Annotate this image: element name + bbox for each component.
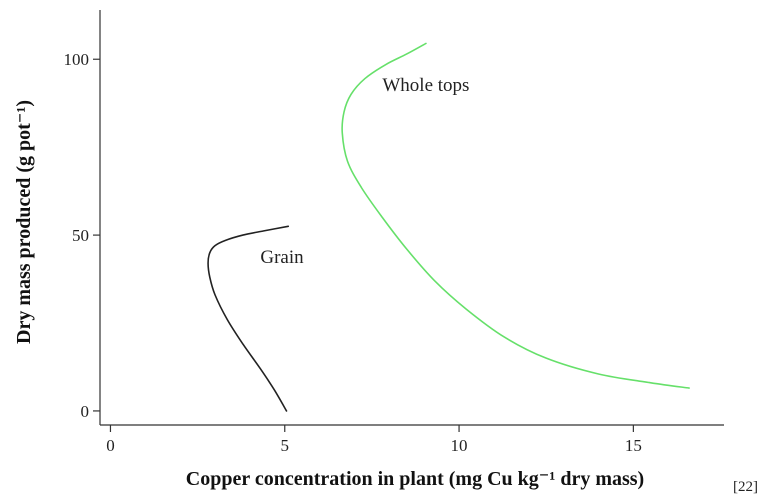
x-tick-label: 15 — [625, 436, 642, 455]
ticks: 0 5 10 15 0 50 100 — [64, 50, 642, 455]
reference-label: [22] — [733, 479, 758, 495]
series-group — [207, 42, 690, 412]
annotations: Grain Whole tops — [260, 75, 469, 268]
y-axis-title: Dry mass produced (g pot⁻¹) — [13, 100, 35, 344]
x-tick-label: 0 — [106, 436, 115, 455]
series-line-whole-tops — [341, 42, 690, 389]
series-line-grain — [207, 225, 290, 412]
x-axis-title: Copper concentration in plant (mg Cu kg⁻… — [186, 468, 644, 490]
y-tick-label: 100 — [64, 50, 90, 69]
x-tick-label: 5 — [281, 436, 290, 455]
axes — [99, 10, 724, 426]
y-tick-label: 0 — [81, 402, 90, 421]
series-label-whole-tops: Whole tops — [382, 75, 469, 96]
y-tick-label: 50 — [72, 226, 89, 245]
x-tick-label: 10 — [451, 436, 468, 455]
series-label-grain: Grain — [260, 247, 304, 268]
